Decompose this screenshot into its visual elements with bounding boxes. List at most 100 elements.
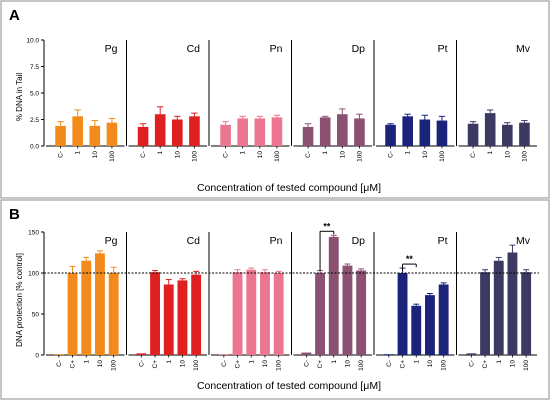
x-tick-label: 1: [75, 151, 82, 155]
bar: [315, 273, 325, 355]
x-tick-label: 100: [356, 151, 363, 162]
x-tick-label: 10: [179, 360, 186, 368]
bar: [419, 119, 431, 146]
group-name: Cd: [187, 43, 201, 55]
bar: [108, 273, 119, 355]
panel-b-plot: 0 50 100 150 Pg C- C+ 1 10 100 Cd C- C+ 1 10 100 Pn C- C+ 1…: [28, 221, 539, 371]
bar: [232, 272, 243, 355]
panel-a-plot: 0.0 2.5 5.0 7.5 10.0 Pg C- 1 10 100 Cd C- 1 10 100 Pn C-…: [26, 38, 537, 162]
bar: [519, 122, 530, 146]
bar: [383, 354, 394, 355]
bar: [72, 116, 83, 146]
bar: [271, 117, 283, 146]
x-tick-label: 100: [111, 360, 118, 371]
group-name: Pg: [105, 235, 118, 247]
bar: [507, 252, 518, 355]
group-name: Dp: [352, 43, 366, 55]
bar: [218, 354, 229, 355]
x-tick-label: 100: [274, 151, 281, 162]
bar: [319, 117, 331, 146]
x-tick-label: 1: [331, 360, 338, 364]
x-tick-label: C-: [303, 360, 310, 367]
bar: [328, 236, 339, 355]
bar: [246, 269, 257, 355]
x-tick-label: C+: [400, 360, 407, 369]
x-tick-label: 100: [439, 151, 446, 162]
x-tick-label: 10: [344, 360, 351, 368]
bar: [67, 273, 78, 355]
group-name: Dp: [352, 235, 366, 247]
bar: [493, 260, 504, 355]
x-tick-label: C-: [223, 151, 230, 158]
x-tick-label: 10: [92, 151, 99, 159]
x-tick-label: 1: [487, 151, 494, 155]
group-name: Pt: [438, 43, 448, 55]
panel-a-label: A: [9, 7, 20, 24]
x-tick-label: 1: [83, 360, 90, 364]
bar: [467, 123, 479, 146]
bar: [436, 120, 448, 146]
x-tick-label: C-: [140, 151, 147, 158]
y-tick-label: 0.0: [30, 144, 39, 151]
bar: [521, 272, 532, 355]
y-tick-label: 150: [28, 230, 39, 237]
bar: [301, 352, 312, 355]
x-tick-label: 10: [257, 151, 264, 159]
x-tick-label: 10: [174, 151, 181, 159]
x-tick-label: C-: [58, 151, 65, 158]
bar: [106, 122, 118, 146]
x-tick-label: C-: [388, 151, 395, 158]
x-tick-label: 1: [248, 360, 255, 364]
group-name: Pg: [105, 43, 118, 55]
bar: [150, 272, 160, 355]
x-tick-label: 100: [523, 360, 530, 371]
group-name: Pt: [438, 235, 448, 247]
panel-a-xlabel: Concentration of tested compound [μM]: [197, 182, 381, 194]
y-tick-label: 100: [28, 271, 39, 278]
panel-b-ylabel: DNA protection [% control]: [15, 253, 24, 347]
x-tick-label: C+: [235, 360, 242, 369]
bar: [137, 126, 149, 146]
group-name: Pn: [270, 235, 283, 247]
x-tick-label: 1: [496, 360, 503, 364]
y-tick-label: 5.0: [30, 91, 39, 98]
x-tick-label: 100: [193, 360, 200, 371]
x-tick-label: C-: [56, 360, 63, 367]
bar: [480, 272, 490, 355]
y-tick-label: 2.5: [30, 117, 39, 124]
x-tick-label: C+: [152, 360, 159, 369]
x-tick-label: 100: [109, 151, 116, 162]
x-tick-label: C+: [317, 360, 324, 369]
x-tick-label: C-: [138, 360, 145, 367]
bar: [191, 274, 202, 355]
x-tick-label: C-: [470, 151, 477, 158]
bar: [484, 113, 496, 146]
bar: [438, 284, 449, 355]
bar: [425, 295, 435, 355]
group-name: Cd: [187, 235, 201, 247]
x-tick-label: 100: [276, 360, 283, 371]
x-tick-label: 10: [509, 360, 516, 368]
panel-b-label: B: [9, 206, 20, 223]
panel-a-frame: [0, 0, 550, 199]
x-tick-label: C+: [70, 360, 77, 369]
group-name: Mv: [516, 235, 531, 247]
x-tick-label: C-: [468, 360, 475, 367]
x-tick-label: 10: [262, 360, 269, 368]
x-tick-label: 1: [405, 151, 412, 155]
x-tick-label: 1: [413, 360, 420, 364]
bar: [342, 265, 353, 355]
group-name: Pn: [270, 43, 283, 55]
bar: [356, 270, 367, 355]
y-tick-label: 0: [35, 353, 39, 360]
x-tick-label: 1: [240, 151, 247, 155]
group-name: Mv: [516, 43, 531, 55]
x-tick-label: 100: [521, 151, 528, 162]
x-tick-label: C-: [305, 151, 312, 158]
x-tick-label: C-: [386, 360, 393, 367]
x-tick-label: 10: [422, 151, 429, 159]
x-tick-label: 1: [322, 151, 329, 155]
panel-b-xlabel: Concentration of tested compound [μM]: [197, 380, 381, 392]
bar: [163, 284, 174, 355]
